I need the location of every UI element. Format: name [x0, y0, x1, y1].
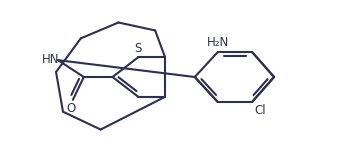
Text: HN: HN [42, 53, 59, 66]
Text: H₂N: H₂N [206, 36, 229, 49]
Text: Cl: Cl [254, 104, 266, 117]
Text: O: O [66, 102, 75, 115]
Text: S: S [134, 42, 142, 55]
